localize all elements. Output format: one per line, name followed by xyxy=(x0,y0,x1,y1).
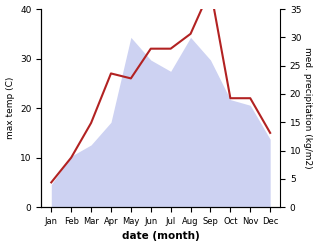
Y-axis label: max temp (C): max temp (C) xyxy=(5,77,15,139)
X-axis label: date (month): date (month) xyxy=(122,231,200,242)
Y-axis label: med. precipitation (kg/m2): med. precipitation (kg/m2) xyxy=(303,47,313,169)
